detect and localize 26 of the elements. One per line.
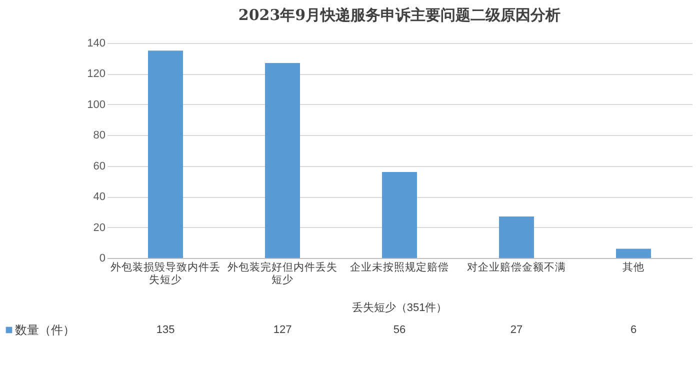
bar <box>499 216 534 258</box>
y-tick-label: 20 <box>93 222 106 234</box>
y-tick-label: 0 <box>99 252 106 264</box>
text: 丢失短少（351件） <box>352 301 448 314</box>
data-label: 6 <box>630 324 637 336</box>
x-tick-label: 其他 <box>622 260 644 274</box>
y-tick-label: 80 <box>93 130 106 142</box>
legend-label: 数量（件） <box>15 323 75 337</box>
y-tick-label: 40 <box>93 191 106 204</box>
y-tick-label: 120 <box>87 68 106 80</box>
bar <box>148 50 183 258</box>
bar <box>382 172 417 258</box>
y-tick-label: 60 <box>93 160 106 172</box>
data-label: 127 <box>273 324 292 336</box>
x-tick-label: 外包装损毁导致内件丢失短少 <box>110 260 220 286</box>
data-label: 56 <box>393 324 406 336</box>
data-label: 27 <box>510 324 523 336</box>
chart-title: 2023年9月快递服务申诉主要问题二级原因分析 <box>238 6 561 24</box>
y-tick-label: 140 <box>87 38 106 50</box>
bar <box>616 248 651 258</box>
bar <box>265 62 300 258</box>
data-label: 135 <box>156 324 175 336</box>
x-tick-label: 对企业赔偿金额不满 <box>467 260 566 274</box>
x-tick-label: 企业未按照规定赔偿 <box>350 260 449 274</box>
x-tick-label: 外包装完好但内件丢失短少 <box>228 260 338 286</box>
y-tick-label: 100 <box>87 98 106 111</box>
